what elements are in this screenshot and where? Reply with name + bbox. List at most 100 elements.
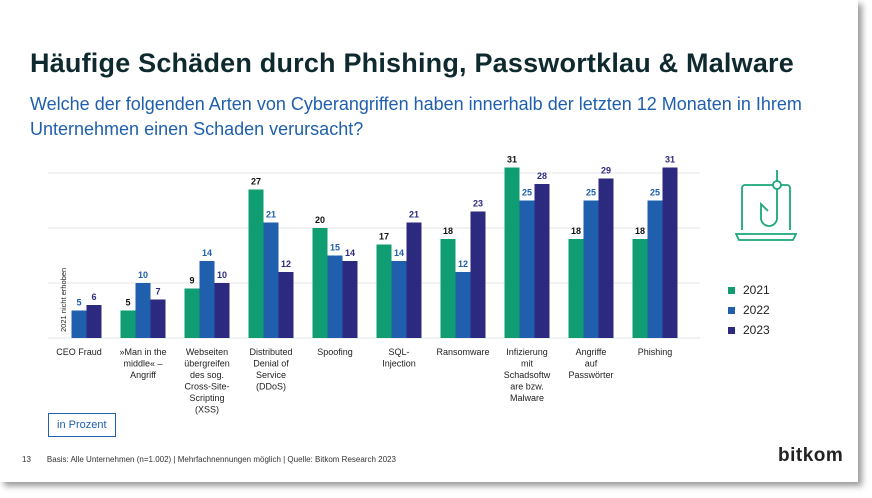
bar-2021 — [120, 310, 136, 338]
bar-2023 — [278, 272, 294, 338]
category-label: (XSS) — [195, 405, 219, 415]
bar-2022 — [391, 261, 407, 338]
data-label: 21 — [409, 210, 419, 220]
bar-2023 — [662, 167, 678, 338]
legend-swatch — [728, 326, 735, 334]
source-note: Basis: Alle Unternehmen (n=1.002) | Mehr… — [46, 455, 396, 464]
category-label: middle« – — [123, 359, 162, 369]
subtitle: Welche der folgenden Arten von Cyberangr… — [30, 94, 802, 139]
data-label: 25 — [522, 188, 532, 198]
data-label: 5 — [125, 298, 130, 308]
laptop-phishing-hook-icon — [735, 170, 797, 241]
bar-2022 — [135, 283, 151, 338]
bar-2023 — [150, 299, 166, 338]
legend-item: 2022 — [728, 300, 770, 320]
data-label: 20 — [315, 215, 325, 225]
data-label: 29 — [601, 166, 611, 176]
category-label: Scripting — [189, 393, 224, 403]
category-label: Angriffe — [576, 347, 607, 357]
category-label: are bzw. — [510, 382, 544, 392]
data-label: 14 — [394, 248, 404, 258]
category-label: Cross-Site- — [184, 382, 229, 392]
bar-2022 — [647, 200, 663, 338]
category-label: Denial of — [253, 359, 289, 369]
bitkom-logo: bitkom — [778, 445, 844, 466]
data-label: 15 — [330, 243, 340, 253]
legend-label: 2022 — [743, 303, 770, 317]
data-label: 31 — [507, 155, 517, 165]
legend-swatch — [728, 306, 735, 314]
bar-2021 — [312, 228, 328, 338]
bar-2022 — [583, 200, 599, 338]
data-label: 25 — [586, 188, 596, 198]
category-label: (DDoS) — [256, 382, 286, 392]
bar-2022 — [455, 272, 471, 338]
data-label: 27 — [251, 177, 261, 187]
bar-2022 — [263, 222, 279, 338]
data-label: 18 — [443, 226, 453, 236]
category-label: Phishing — [638, 347, 673, 357]
category-label: Passwörter — [568, 370, 613, 380]
data-label: 6 — [91, 292, 96, 302]
category-label: »Man in the — [119, 347, 166, 357]
bar-2023 — [406, 222, 422, 338]
bar-2023 — [598, 178, 614, 338]
data-label: 10 — [138, 270, 148, 280]
data-label: 21 — [266, 210, 276, 220]
category-label: Injection — [382, 359, 416, 369]
page-title: Häufige Schäden durch Phishing, Passwort… — [30, 48, 794, 78]
category-label: mit — [521, 359, 533, 369]
legend-item: 2021 — [728, 280, 770, 300]
category-label: CEO Fraud — [56, 347, 102, 357]
legend-item: 2023 — [728, 320, 770, 340]
bar-2021 — [248, 189, 264, 338]
category-label: Webseiten — [186, 347, 228, 357]
data-label: 28 — [537, 171, 547, 181]
annotation-2021-not-collected: 2021 nicht erhoben — [59, 268, 68, 332]
data-label: 5 — [76, 298, 81, 308]
bar-2023 — [470, 211, 486, 338]
bar-2021 — [184, 288, 200, 338]
slide: Häufige Schäden durch Phishing, Passwort… — [22, 48, 844, 466]
bar-2021 — [504, 167, 520, 338]
legend-swatch — [728, 286, 735, 294]
bar-2022 — [327, 255, 343, 338]
category-label: Ransomware — [436, 347, 489, 357]
bar-2021 — [632, 239, 648, 338]
category-label: des sog. — [190, 370, 224, 380]
page-number: 13 — [22, 455, 31, 464]
category-label: Malware — [510, 393, 544, 403]
data-label: 14 — [345, 248, 355, 258]
bar-2021 — [568, 239, 584, 338]
bar-2021 — [440, 239, 456, 338]
data-label: 10 — [217, 270, 227, 280]
bar-2021 — [376, 244, 392, 338]
bar-2023 — [214, 283, 230, 338]
category-label: Schadsoftw — [504, 370, 551, 380]
category-label: Spoofing — [317, 347, 353, 357]
footer: 13 Basis: Alle Unternehmen (n=1.002) | Me… — [22, 455, 412, 464]
category-label: Infizierung — [506, 347, 548, 357]
category-label: Angriff — [130, 370, 156, 380]
bar-2022 — [71, 310, 87, 338]
data-label: 17 — [379, 232, 389, 242]
category-label: Service — [256, 370, 286, 380]
data-label: 12 — [281, 259, 291, 269]
bar-2023 — [86, 305, 102, 338]
data-label: 18 — [571, 226, 581, 236]
data-label: 25 — [650, 188, 660, 198]
data-label: 12 — [458, 259, 468, 269]
data-label: 9 — [189, 276, 194, 286]
data-label: 18 — [635, 226, 645, 236]
category-label: Distributed — [249, 347, 292, 357]
bar-2022 — [519, 200, 535, 338]
bar-2023 — [342, 261, 358, 338]
bar-2022 — [199, 261, 215, 338]
unit-label: in Prozent — [48, 413, 116, 437]
data-label: 7 — [155, 287, 160, 297]
bar-2023 — [534, 184, 550, 338]
category-label: übergreifen — [184, 359, 230, 369]
data-label: 31 — [665, 155, 675, 165]
data-label: 14 — [202, 248, 212, 258]
